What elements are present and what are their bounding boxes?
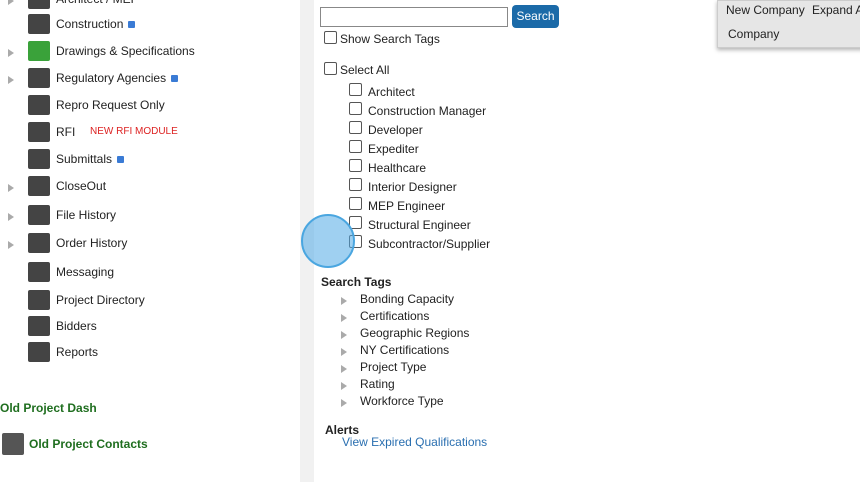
nav-item[interactable]: Reports [56, 345, 99, 359]
show-search-tags: Show Search Tags [340, 32, 440, 46]
contacts-icon [2, 433, 24, 455]
role-label: Subcontractor/Supplier [368, 237, 491, 251]
nav-item[interactable]: RFI [56, 125, 76, 139]
tag-label[interactable]: Geographic Regions [360, 326, 470, 340]
checkbox[interactable] [349, 216, 362, 229]
tag-label[interactable]: Bonding Capacity [360, 292, 455, 306]
dropdown: New Company Expand All Company [717, 0, 860, 48]
nav-icon [28, 68, 50, 88]
role-label: Healthcare [368, 161, 427, 175]
nav-item[interactable]: Architect / MEP [56, 0, 139, 6]
old-project-dash[interactable]: Old Project Dash [0, 401, 97, 415]
role-label: Expediter [368, 142, 419, 156]
checkbox[interactable] [324, 31, 337, 44]
nav-icon [28, 95, 50, 115]
search-tags-title: Search Tags [321, 275, 392, 289]
alerts-title: Alerts [325, 423, 360, 437]
tag-label[interactable]: Workforce Type [360, 394, 444, 408]
expand-arrow[interactable] [8, 49, 14, 57]
nav-item[interactable]: Regulatory Agencies [56, 71, 179, 85]
role-label: Architect [368, 85, 415, 99]
checkbox[interactable] [349, 178, 362, 191]
expand-arrow[interactable] [341, 314, 347, 322]
nav-item[interactable]: Drawings & Specifications [56, 44, 195, 58]
tag-label[interactable]: Project Type [360, 360, 427, 374]
nav-icon [28, 0, 50, 9]
expand-arrow[interactable] [341, 297, 347, 305]
tag-label[interactable]: Rating [360, 377, 395, 391]
checkbox[interactable] [349, 197, 362, 210]
expand-arrow[interactable] [8, 213, 14, 221]
search-input[interactable] [320, 7, 508, 27]
search-button[interactable]: Search [512, 5, 559, 28]
checkbox[interactable] [349, 140, 362, 153]
lock-icon [117, 156, 125, 163]
nav-item[interactable]: Messaging [56, 265, 115, 279]
lock-icon [128, 21, 136, 28]
expand-arrow[interactable] [341, 382, 347, 390]
role-label: MEP Engineer [368, 199, 446, 213]
nav-item[interactable]: Bidders [56, 319, 97, 333]
role-label: Structural Engineer [368, 218, 471, 232]
nav-icon [28, 205, 50, 225]
nav-icon [28, 149, 50, 169]
nav-icon [28, 14, 50, 34]
nav-icon [28, 342, 50, 362]
new-company[interactable]: New Company [726, 3, 805, 17]
nav-item[interactable]: Order History [56, 236, 128, 250]
old-project-contacts[interactable]: Old Project Contacts [29, 437, 148, 451]
rfi-badge: NEW RFI MODULE [90, 126, 178, 137]
expand-arrow[interactable] [341, 348, 347, 356]
company[interactable]: Company [728, 27, 780, 41]
nav-icon [28, 122, 50, 142]
role-label: Construction Manager [368, 104, 487, 118]
nav-icon [28, 290, 50, 310]
checkbox[interactable] [324, 62, 337, 75]
nav-icon [28, 233, 50, 253]
select-all: Select All [340, 63, 390, 77]
nav-item[interactable]: File History [56, 208, 117, 222]
checkbox[interactable] [349, 159, 362, 172]
role-label: Developer [368, 123, 423, 137]
checkbox[interactable] [349, 121, 362, 134]
nav-item[interactable]: Construction [56, 17, 136, 31]
checkbox[interactable] [349, 83, 362, 96]
expand-arrow[interactable] [341, 399, 347, 407]
nav-icon [28, 316, 50, 336]
nav-item[interactable]: Project Directory [56, 293, 145, 307]
nav-item[interactable]: CloseOut [56, 179, 107, 193]
click-indicator [301, 214, 355, 268]
tag-label[interactable]: Certifications [360, 309, 430, 323]
expand-arrow[interactable] [8, 0, 14, 5]
expand-arrow[interactable] [341, 365, 347, 373]
nav-item[interactable]: Repro Request Only [56, 98, 165, 112]
expand-arrow[interactable] [341, 331, 347, 339]
role-label: Interior Designer [368, 180, 457, 194]
checkbox[interactable] [349, 102, 362, 115]
expired-link[interactable]: View Expired Qualifications [342, 435, 488, 449]
expand-arrow[interactable] [8, 241, 14, 249]
expand-all[interactable]: Expand All [812, 3, 860, 17]
nav-icon [28, 176, 50, 196]
tag-label[interactable]: NY Certifications [360, 343, 450, 357]
expand-arrow[interactable] [8, 184, 14, 192]
expand-arrow[interactable] [8, 76, 14, 84]
nav-icon [28, 262, 50, 282]
lock-icon [171, 75, 179, 82]
nav-item[interactable]: Submittals [56, 152, 125, 166]
nav-icon [28, 41, 50, 61]
